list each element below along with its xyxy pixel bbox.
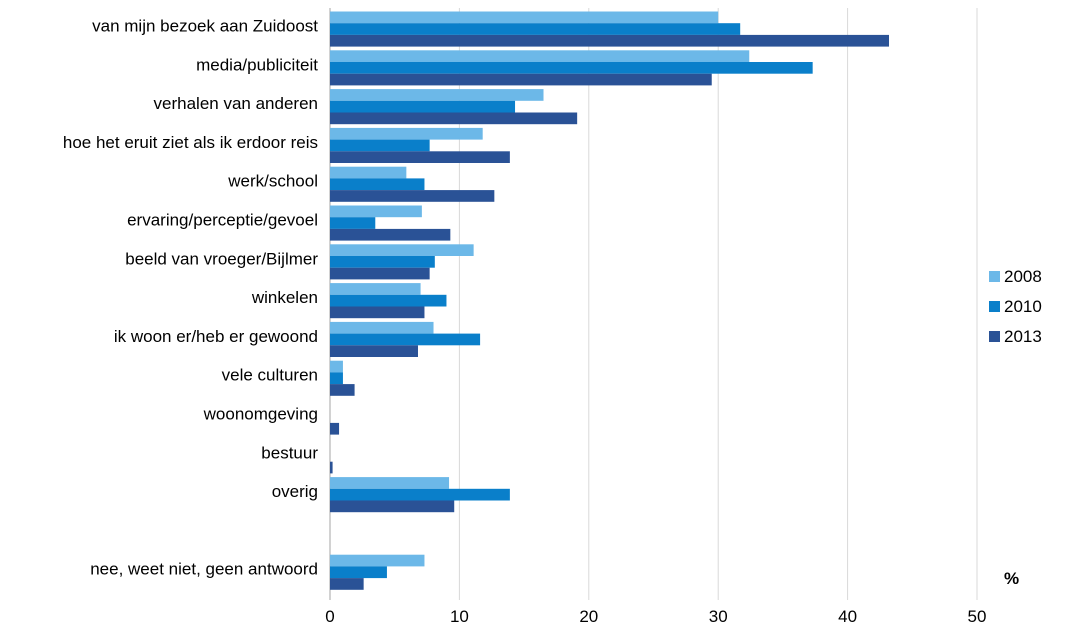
legend-swatch-2013 [989, 331, 1000, 342]
bar-2008-6 [330, 244, 474, 256]
bar-2010-8 [330, 333, 481, 346]
legend: 2008 2010 2013 [989, 267, 1042, 346]
x-tick-label: 20 [579, 607, 598, 626]
bar-2013-12 [330, 500, 455, 513]
bar-2013-1 [330, 73, 712, 86]
category-label: woonomgeving [203, 405, 318, 424]
bar-2010-9 [330, 372, 343, 385]
category-label: werk/school [227, 172, 318, 191]
x-tick-label: 30 [709, 607, 728, 626]
category-label: winkelen [251, 288, 318, 307]
x-tick-label: 10 [450, 607, 469, 626]
x-tick-labels: 0 10 20 30 40 50 [325, 607, 986, 626]
bars-layer [330, 11, 890, 590]
category-label: nee, weet niet, geen antwoord [90, 560, 318, 579]
legend-label: 2013 [1004, 327, 1042, 346]
category-label: van mijn bezoek aan Zuidoost [92, 17, 318, 36]
bar-2008-8 [330, 321, 434, 334]
bar-2010-2 [330, 100, 516, 113]
bar-2010-1 [330, 62, 813, 74]
bar-2013-2 [330, 112, 578, 125]
bar-2010-0 [330, 23, 741, 35]
category-label: bestuur [261, 443, 318, 462]
bar-2013-9 [330, 384, 355, 396]
bar-2010-7 [330, 294, 447, 307]
x-unit-label: % [1004, 569, 1019, 588]
legend-label: 2010 [1004, 297, 1042, 316]
bar-2010-5 [330, 217, 376, 229]
category-label: hoe het eruit ziet als ik erdoor reis [63, 133, 318, 152]
bar-2013-3 [330, 151, 510, 163]
bar-2013-11 [330, 461, 333, 474]
bar-2013-4 [330, 190, 495, 202]
bar-2013-7 [330, 306, 425, 319]
bar-2013-10 [330, 422, 340, 435]
bar-2010-14 [330, 566, 387, 579]
category-label: media/publiciteit [196, 55, 318, 74]
bar-2008-1 [330, 50, 750, 62]
bar-2008-2 [330, 89, 544, 101]
category-labels: van mijn bezoek aan Zuidoost media/public… [63, 17, 318, 579]
bar-2013-14 [330, 578, 364, 590]
x-tick-label: 50 [968, 607, 987, 626]
bar-2008-14 [330, 554, 425, 567]
bar-2013-5 [330, 228, 451, 241]
bar-2010-12 [330, 488, 510, 501]
bar-2008-9 [330, 360, 343, 373]
legend-label: 2008 [1004, 267, 1042, 286]
bar-2008-3 [330, 127, 483, 140]
bar-2008-7 [330, 283, 421, 295]
x-tick-label: 0 [325, 607, 334, 626]
bar-2008-4 [330, 166, 407, 179]
bar-2013-8 [330, 345, 418, 357]
bar-2013-0 [330, 34, 890, 47]
bar-2008-0 [330, 11, 719, 24]
bar-2013-6 [330, 267, 430, 280]
legend-swatch-2010 [989, 301, 1000, 312]
bar-2008-12 [330, 477, 450, 489]
category-label: beeld van vroeger/Bijlmer [125, 249, 318, 268]
category-label: vele culturen [222, 366, 318, 385]
bar-2010-4 [330, 178, 425, 191]
category-label: ervaring/perceptie/gevoel [127, 211, 318, 230]
category-label: overig [272, 482, 318, 501]
bar-2010-3 [330, 139, 430, 152]
bar-2008-5 [330, 205, 422, 218]
x-tick-label: 40 [838, 607, 857, 626]
category-label: ik woon er/heb er gewoond [114, 327, 318, 346]
category-label: verhalen van anderen [154, 94, 318, 113]
legend-swatch-2008 [989, 271, 1000, 282]
bar-2010-6 [330, 256, 435, 268]
